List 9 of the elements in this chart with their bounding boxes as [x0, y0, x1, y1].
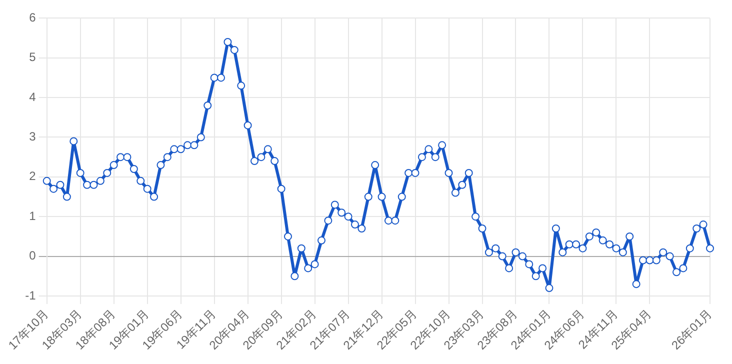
y-tick-label: 5	[29, 50, 36, 64]
y-tick-label: -1	[25, 288, 36, 302]
y-tick-label: 0	[29, 248, 36, 263]
y-tick-label: 4	[29, 90, 36, 104]
y-tick-label: 2	[29, 169, 36, 184]
y-tick-label: 3	[29, 130, 36, 144]
y-tick-label: 6	[29, 10, 36, 25]
y-tick-label: 1	[29, 208, 36, 223]
x-tick-label: 26年01月	[668, 306, 714, 352]
